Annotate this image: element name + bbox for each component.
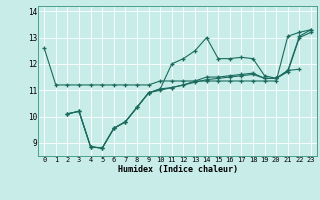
X-axis label: Humidex (Indice chaleur): Humidex (Indice chaleur): [118, 165, 238, 174]
